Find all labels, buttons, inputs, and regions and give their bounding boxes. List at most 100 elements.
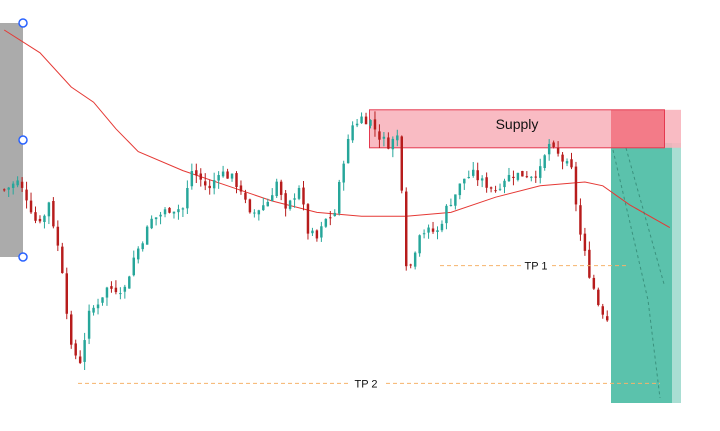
candle: [570, 152, 573, 170]
candle-body: [43, 215, 46, 223]
candle-body: [87, 310, 91, 339]
candle-body: [248, 199, 252, 213]
candle-body: [92, 307, 95, 313]
candle: [329, 211, 332, 226]
candle-body: [516, 172, 520, 180]
candle-body: [208, 185, 211, 189]
candle-body: [387, 137, 390, 149]
candle: [449, 198, 453, 207]
candle-body: [588, 249, 591, 278]
candle-body: [186, 187, 189, 209]
selection-zone: [0, 23, 23, 257]
candle: [204, 173, 207, 191]
moving-average-line: [3, 29, 671, 229]
candle-body: [110, 286, 113, 289]
candle-body: [199, 173, 202, 180]
candle-body: [226, 171, 229, 179]
candle-body: [351, 125, 354, 141]
candle: [172, 211, 176, 219]
candle-body: [422, 233, 426, 235]
candle-body: [556, 147, 560, 154]
candle: [601, 303, 604, 319]
candle-body: [400, 136, 403, 191]
candle: [396, 129, 399, 147]
supply-label: Supply: [496, 116, 539, 132]
candle: [320, 221, 323, 242]
candle: [20, 177, 24, 192]
candle-body: [597, 289, 600, 305]
candle: [92, 305, 95, 316]
candle: [588, 241, 591, 279]
candle-body: [338, 181, 341, 214]
candle: [606, 310, 609, 322]
candle: [534, 170, 537, 183]
candle-body: [105, 287, 109, 298]
resize-handle[interactable]: [18, 252, 28, 262]
candle: [476, 162, 479, 186]
candle-body: [262, 205, 265, 211]
candle: [195, 163, 198, 184]
candle: [427, 224, 430, 239]
candle: [230, 173, 234, 182]
candle-body: [212, 180, 216, 189]
candle: [163, 207, 167, 218]
candle-body: [239, 185, 243, 192]
candle: [373, 111, 377, 137]
candle-body: [114, 287, 118, 293]
candle-body: [378, 131, 381, 140]
resize-handle[interactable]: [18, 18, 28, 28]
candle: [212, 172, 216, 195]
candle-body: [172, 211, 176, 214]
candle: [217, 171, 220, 189]
candle-body: [436, 230, 439, 233]
candle-body: [96, 304, 100, 309]
candle: [248, 198, 252, 214]
candle-body: [418, 235, 421, 254]
candle: [489, 186, 493, 193]
candle-body: [396, 135, 399, 141]
candle: [494, 185, 497, 193]
candle-body: [132, 257, 135, 276]
candle-body: [137, 248, 140, 260]
candle: [311, 227, 314, 237]
candle: [525, 171, 529, 179]
resize-handle[interactable]: [18, 135, 28, 145]
candle: [324, 218, 328, 228]
candle-body: [592, 277, 596, 289]
candle: [154, 217, 158, 226]
supply-zone-overlap: [611, 109, 665, 148]
candle-body: [56, 226, 60, 246]
candle-body: [530, 176, 533, 178]
candle-body: [521, 170, 524, 177]
candle-body: [279, 181, 283, 195]
candle-body: [288, 200, 292, 209]
candle-body: [29, 200, 33, 213]
candle: [351, 121, 354, 143]
candle: [378, 124, 381, 149]
candle: [583, 227, 587, 256]
candle-body: [512, 176, 515, 179]
candle-body: [154, 217, 158, 220]
candle: [382, 131, 386, 147]
candle: [440, 220, 444, 233]
candle: [65, 267, 68, 320]
candle-body: [579, 205, 582, 235]
candle: [480, 175, 484, 188]
candle-body: [266, 201, 269, 207]
candle-body: [70, 314, 73, 345]
candle: [101, 297, 104, 306]
candle-body: [141, 243, 144, 250]
candle: [119, 287, 122, 300]
candle: [436, 226, 439, 240]
candle-body: [539, 166, 542, 178]
candle: [556, 141, 560, 157]
candle: [293, 193, 296, 208]
candle-body: [16, 180, 19, 186]
candle-body: [547, 143, 551, 155]
candle-body: [534, 176, 537, 178]
candle-body: [405, 191, 408, 267]
candle: [512, 170, 515, 186]
candle-body: [34, 212, 37, 221]
candle-body: [204, 181, 207, 186]
candle: [592, 274, 596, 290]
